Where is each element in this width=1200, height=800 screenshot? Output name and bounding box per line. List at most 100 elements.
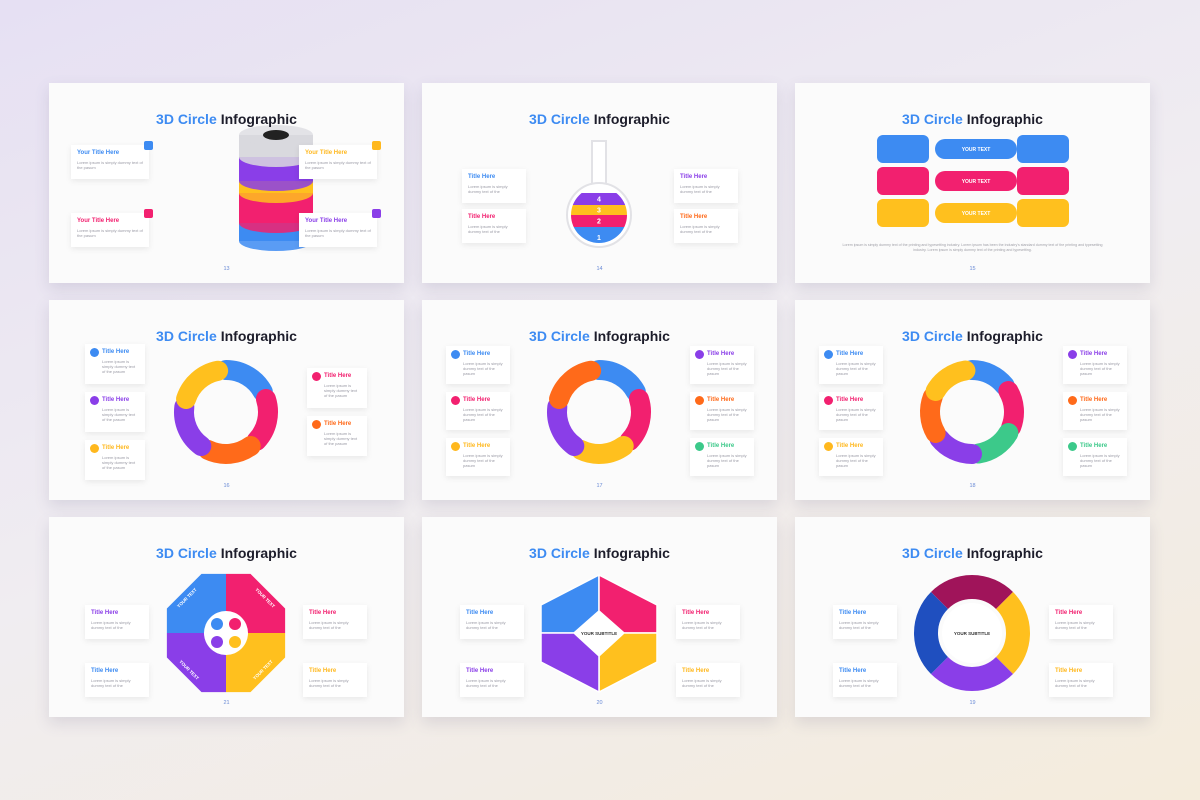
card-title: Title Here [680, 174, 708, 180]
card-body: Lorem ipsum is simply dummy text of the [839, 620, 879, 630]
text-card: Title Here Lorem ipsum is simply dummy te… [819, 392, 883, 430]
card-body: Lorem ipsum is simply dummy text of the … [324, 431, 358, 446]
donut-center [942, 603, 1002, 663]
card-body: Lorem ipsum is simply dummy text of the … [305, 160, 371, 170]
flask-band [571, 227, 627, 243]
card-body: Lorem ipsum is simply dummy text of the … [463, 407, 503, 422]
pinwheel-blade [619, 389, 651, 451]
pinwheel-blade [216, 360, 273, 402]
card-body: Lorem ipsum is simply dummy text of the [1055, 620, 1095, 630]
block-right [1017, 135, 1069, 163]
card-title: Title Here [1080, 351, 1108, 357]
pinwheel-blade [968, 423, 1019, 464]
title-main: Infographic [966, 545, 1043, 561]
card-title: Title Here [707, 351, 735, 357]
text-card: Title Here Lorem ipsum is simply dummy te… [462, 209, 526, 243]
block-right [1017, 199, 1069, 227]
card-body: Lorem ipsum is simply dummy text of the … [324, 383, 358, 398]
card-title: Title Here [463, 397, 491, 403]
card-body: Lorem ipsum is simply dummy text of the [309, 678, 349, 688]
slide-graphic: YOUR SUBTITLE [540, 573, 658, 694]
card-icon [372, 141, 381, 150]
card-body: Lorem ipsum is simply dummy text of the … [1080, 453, 1120, 468]
card-body: Lorem ipsum is simply dummy text of the [91, 678, 131, 688]
title-accent: 3D Circle [902, 545, 963, 561]
block-right [1017, 167, 1069, 195]
title-main: Infographic [593, 111, 670, 127]
card-title: Title Here [682, 668, 710, 674]
page-number: 17 [596, 483, 603, 489]
text-card: Title Here Lorem ipsum is simply dummy te… [85, 663, 149, 697]
card-icon [90, 396, 99, 405]
card-icon [1068, 350, 1077, 359]
pinwheel-blade [246, 389, 278, 451]
block-left [877, 135, 929, 163]
card-body: Lorem ipsum is simply dummy text of the [1055, 678, 1095, 688]
slide-title: 3D Circle Infographic [422, 111, 777, 127]
text-card: Title Here Lorem ipsum is simply dummy te… [1049, 663, 1113, 697]
slide: YOUR SUBTITLE 3D Circle Infographic 19 Title… [795, 517, 1150, 717]
card-title: Title Here [682, 610, 710, 616]
card-icon [1068, 396, 1077, 405]
text-card: Title Here Lorem ipsum is simply dummy te… [1063, 346, 1127, 384]
card-title: Title Here [707, 443, 735, 449]
card-title: Title Here [839, 610, 867, 616]
card-body: Lorem ipsum is simply dummy text of the [91, 620, 131, 630]
card-icon [90, 348, 99, 357]
card-title: Title Here [91, 610, 119, 616]
slide-title: 3D Circle Infographic [422, 545, 777, 561]
paragraph: Lorem ipsum is simply dummy text of the … [842, 243, 1103, 252]
title-main: Infographic [966, 111, 1043, 127]
card-body: Lorem ipsum is simply dummy text of the … [836, 453, 876, 468]
flask-band [571, 215, 627, 227]
card-icon [1068, 442, 1077, 451]
slide-graphic: YOUR TEXT YOUR TEXT YOUR TEXT [877, 135, 1069, 227]
title-accent: 3D Circle [156, 545, 217, 561]
card-title: Title Here [102, 349, 130, 355]
donut-segment [914, 591, 949, 675]
slide: YOUR TEXT YOUR TEXT YOUR TEXT 3D Circle Info… [795, 83, 1150, 283]
card-title: Title Here [707, 397, 735, 403]
card-title: Title Here [836, 397, 864, 403]
slide-title: 3D Circle Infographic [795, 111, 1150, 127]
text-card: Title Here Lorem ipsum is simply dummy te… [676, 605, 740, 639]
card-icon [90, 444, 99, 453]
title-accent: 3D Circle [156, 328, 217, 344]
donut-label: YOUR SUBTITLE [954, 631, 990, 636]
page-number: 21 [223, 700, 230, 706]
slide: 3D Circle Infographic 17 Title Here Lorem ip… [422, 300, 777, 500]
card-icon [824, 350, 833, 359]
card-body: Lorem ipsum is simply dummy text of the [309, 620, 349, 630]
card-title: Title Here [468, 174, 496, 180]
title-accent: 3D Circle [529, 328, 590, 344]
text-card: Title Here Lorem ipsum is simply dummy te… [460, 605, 524, 639]
octagon-icon [229, 636, 241, 648]
text-card: Your Title Here Lorem ipsum is simply dum… [71, 209, 153, 247]
card-title: Title Here [468, 214, 496, 220]
hexagon-face [540, 632, 600, 694]
card-body: Lorem ipsum is simply dummy text of the [839, 678, 879, 688]
card-title: Title Here [466, 668, 494, 674]
title-accent: 3D Circle [902, 111, 963, 127]
card-icon [451, 396, 460, 405]
card-body: Lorem ipsum is simply dummy text of the … [102, 407, 136, 422]
text-card: Your Title Here Lorem ipsum is simply dum… [299, 141, 381, 179]
block-label: YOUR TEXT [962, 211, 991, 217]
text-card: Title Here Lorem ipsum is simply dummy te… [307, 416, 367, 456]
block-label: YOUR TEXT [962, 147, 991, 153]
card-icon [824, 396, 833, 405]
text-card: Title Here Lorem ipsum is simply dummy te… [676, 663, 740, 697]
card-title: Title Here [324, 421, 352, 427]
text-card: Title Here Lorem ipsum is simply dummy te… [690, 392, 754, 430]
pinwheel-blade [929, 428, 982, 464]
card-title: Title Here [839, 668, 867, 674]
flask-band [571, 193, 627, 205]
slide-title: 3D Circle Infographic [49, 111, 404, 127]
card-icon [451, 350, 460, 359]
card-icon [451, 442, 460, 451]
card-body: Lorem ipsum is simply dummy text of the … [305, 228, 371, 238]
card-body: Lorem ipsum is simply dummy text of the … [836, 361, 876, 376]
card-body: Lorem ipsum is simply dummy text of the [468, 184, 508, 194]
text-card: Title Here Lorem ipsum is simply dummy te… [85, 440, 145, 480]
slide: 3D Circle Infographic 16 Title Here Lorem ip… [49, 300, 404, 500]
